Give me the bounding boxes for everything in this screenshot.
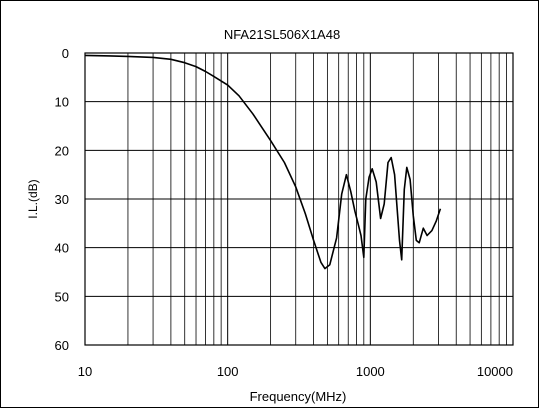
x-tick-label: 10 xyxy=(78,364,92,379)
x-tick-label: 1000 xyxy=(356,364,385,379)
x-axis-label: Frequency(MHz) xyxy=(250,389,347,404)
y-tick-label: 50 xyxy=(55,289,69,304)
x-tick-label: 100 xyxy=(217,364,239,379)
y-tick-label: 30 xyxy=(55,192,69,207)
y-tick-label: 20 xyxy=(55,143,69,158)
y-tick-label: 40 xyxy=(55,241,69,256)
chart-title: NFA21SL506X1A48 xyxy=(224,27,340,42)
plot-area-border xyxy=(84,52,514,346)
y-axis-label: I.L.(dB) xyxy=(26,179,40,218)
insertion-loss-line xyxy=(84,54,442,270)
y-tick-label: 60 xyxy=(55,338,69,353)
y-tick-label: 10 xyxy=(55,95,69,110)
x-tick-label: 10000 xyxy=(477,364,513,379)
y-tick-label: 0 xyxy=(62,46,69,61)
